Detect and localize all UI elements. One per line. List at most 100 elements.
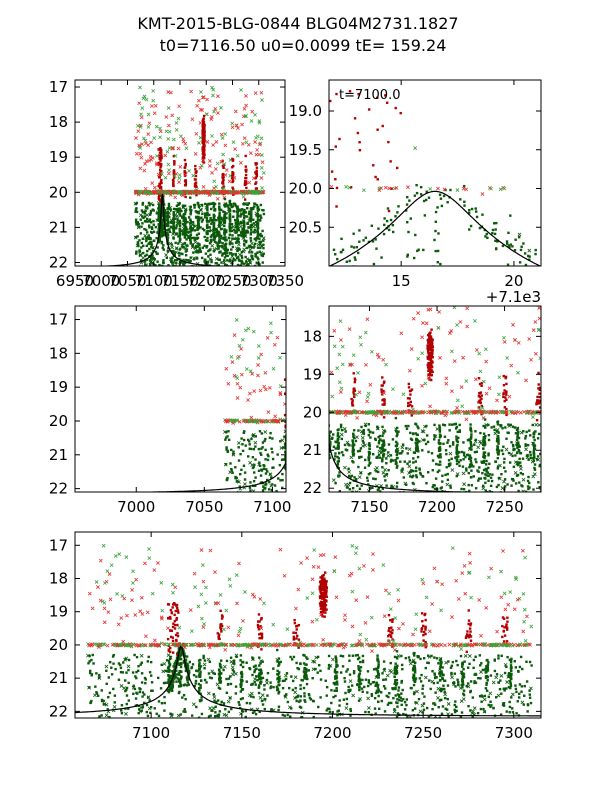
data-point [513,426,517,429]
data-point [336,428,339,432]
data-point-x [407,464,412,469]
data-point [506,431,509,434]
data-point-x [190,245,195,250]
data-point [197,222,200,225]
data-point [480,404,483,408]
data-point [141,201,145,205]
data-point [479,477,482,480]
data-point [428,378,431,381]
data-point-x [428,404,432,409]
data-point-x [377,355,381,360]
data-point [237,459,241,462]
data-point [111,655,115,658]
data-point [249,219,252,223]
data-point [497,439,500,442]
data-point-x [174,121,179,125]
data-point [205,246,208,249]
data-point [283,458,286,461]
data-point [234,204,237,207]
data-point [144,254,147,258]
data-point-x [215,682,220,687]
data-point [175,261,178,265]
data-point [154,250,158,254]
data-point [350,474,354,478]
data-point [337,457,340,460]
data-point [202,151,206,155]
data-point [394,440,398,444]
x-tick-label: 7100 [253,498,291,516]
data-point [532,452,536,456]
data-point [232,215,235,218]
data-point [387,443,391,446]
data-point [430,365,434,369]
data-point [210,234,214,237]
data-point [234,258,237,262]
data-point-x [531,328,536,333]
data-point [526,443,530,447]
data-point [376,178,379,181]
data-point [535,418,539,422]
data-point [436,470,440,474]
data-point [234,475,237,479]
data-point [495,247,498,250]
data-point [152,209,155,212]
data-point-x [212,179,217,184]
data-point [197,690,200,693]
data-point [196,242,200,245]
data-point [430,355,433,358]
data-point [191,243,195,246]
data-point [299,662,302,666]
data-point [382,232,386,236]
data-point [256,206,259,210]
data-point-x [150,104,154,108]
data-point-x [484,391,489,396]
data-point [186,244,189,248]
data-point [470,469,473,472]
data-point [350,245,353,248]
data-point [242,242,246,246]
y-tick-label: 17 [49,311,68,329]
data-point [352,391,355,394]
x-tick-label: 7100 [135,272,173,290]
data-point [205,245,209,248]
data-point [157,225,161,229]
data-point [335,205,338,208]
data-point-x [263,430,268,434]
data-point-x [177,104,182,109]
data-point [218,215,221,218]
data-point [252,222,256,225]
data-point [340,237,343,241]
data-point [202,130,206,133]
data-point [418,440,421,443]
data-point [483,443,487,446]
data-point [277,705,281,708]
data-point [261,441,265,444]
data-point-x [240,337,245,342]
data-point-x [239,191,244,195]
data-point [223,228,227,231]
data-point [139,232,143,235]
data-point [264,437,267,441]
data-point [159,150,163,153]
data-point [284,451,286,454]
data-point [230,707,233,711]
data-point [539,452,541,456]
data-point [172,251,176,254]
data-point-x [144,141,148,146]
data-point [525,454,529,458]
data-point [228,242,232,246]
data-point [455,446,458,450]
data-point-x [406,409,411,414]
data-point [500,692,503,695]
data-point [364,236,368,239]
data-point [482,468,486,472]
data-point [432,483,435,487]
data-point [158,175,161,179]
data-point [225,249,228,253]
data-point [244,154,247,158]
data-point-x [420,411,425,415]
data-point [359,447,363,450]
data-point [181,696,184,699]
data-point [456,430,459,434]
data-point [431,360,434,363]
